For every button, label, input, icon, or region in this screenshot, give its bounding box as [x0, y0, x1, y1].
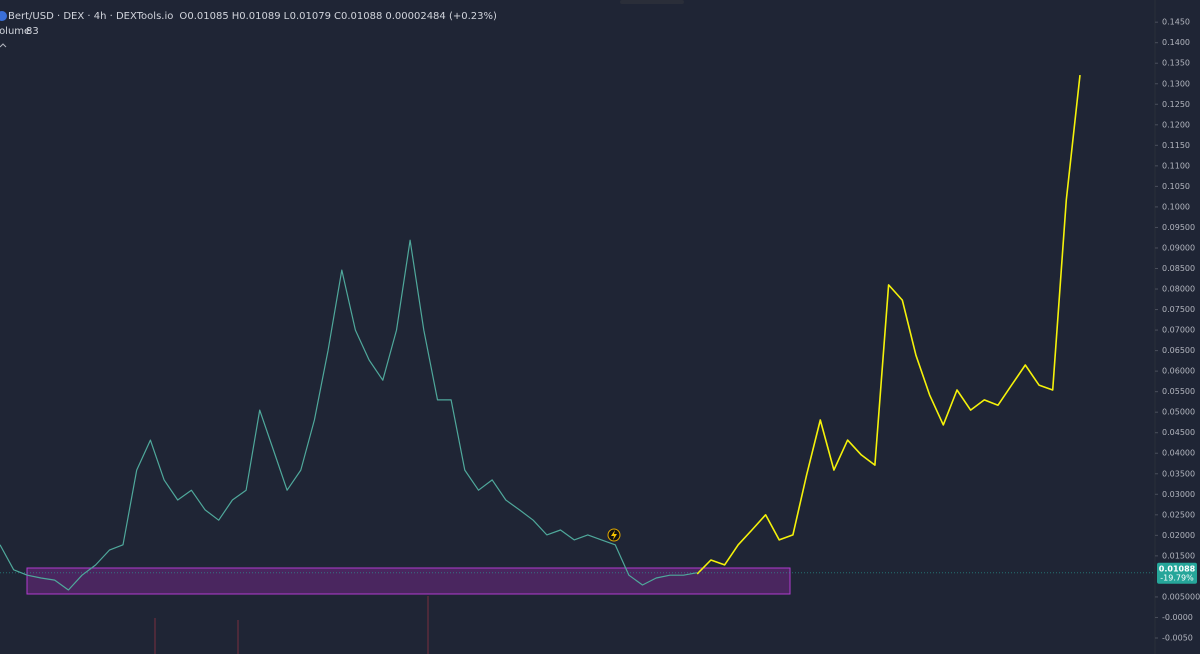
y-tick-label: 0.1000 [1162, 202, 1190, 211]
y-tick-label: 0.1150 [1162, 141, 1190, 150]
projection-line [696, 75, 1081, 575]
ohlc-change: 0.00002484 (+0.23%) [385, 11, 497, 22]
price-line [0, 239, 698, 591]
collapse-chevron[interactable] [0, 43, 7, 48]
y-tick-label: 0.1450 [1162, 18, 1190, 27]
event-bolt [611, 530, 617, 540]
volume-value: 83 [26, 26, 39, 37]
symbol: Bert/USD · DEX · 4h · DEXTools.io [8, 11, 173, 22]
y-tick-label: 0.1350 [1162, 59, 1190, 68]
y-tick-label: 0.09500 [1162, 223, 1195, 232]
support-zone [26, 567, 791, 595]
y-tick-label: 0.1100 [1162, 161, 1190, 170]
y-tick-label: 0.06500 [1162, 346, 1195, 355]
y-tick-label: 0.07500 [1162, 305, 1195, 314]
y-tick-label: 0.04000 [1162, 449, 1195, 458]
y-tick-label: 0.02500 [1162, 510, 1195, 519]
y-tick-label: 0.05500 [1162, 387, 1195, 396]
y-tick-label: 0.07000 [1162, 326, 1195, 335]
y-tick-label: 0.05000 [1162, 408, 1195, 417]
y-tick-label: 0.02000 [1162, 531, 1195, 540]
price-axis [1155, 0, 1200, 654]
y-tick-label: -0.0000 [1162, 613, 1193, 622]
y-tick-label: -0.0050 [1162, 633, 1193, 642]
ohlc-value: 0.01079 [290, 11, 331, 22]
top-tab [620, 0, 684, 4]
y-tick-label: 0.04500 [1162, 428, 1195, 437]
ohlc-key: C [334, 11, 341, 22]
ohlc-key: H [232, 11, 240, 22]
price-tag-value: 0.01088 [1159, 564, 1196, 573]
y-tick-label: 0.03500 [1162, 469, 1195, 478]
ohlc-value: 0.01089 [239, 11, 280, 22]
ohlc-value: 0.01085 [187, 11, 228, 22]
price-tag-change: -19.79% [1160, 573, 1194, 582]
ohlc-key: O [179, 11, 187, 22]
y-tick-label: 0.1050 [1162, 182, 1190, 191]
y-tick-label: 0.09000 [1162, 243, 1195, 252]
y-tick-label: 0.06000 [1162, 367, 1195, 376]
ohlc-key: L [284, 11, 290, 22]
y-tick-label: 0.01500 [1162, 551, 1195, 560]
y-tick-label: 0.08000 [1162, 285, 1195, 294]
y-tick-label: 0.1400 [1162, 38, 1190, 47]
ohlc-value: 0.01088 [341, 11, 382, 22]
symbol-icon [0, 11, 7, 21]
volume-label: Volume [0, 26, 30, 37]
y-tick-label: 0.1300 [1162, 79, 1190, 88]
y-tick-label: 0.08500 [1162, 264, 1195, 273]
y-tick-label: 0.03000 [1162, 490, 1195, 499]
y-tick-label: 0.1250 [1162, 100, 1190, 109]
y-tick-label: 0.005000 [1162, 592, 1200, 601]
y-tick-label: 0.1200 [1162, 120, 1190, 129]
price-tag [1157, 562, 1197, 584]
